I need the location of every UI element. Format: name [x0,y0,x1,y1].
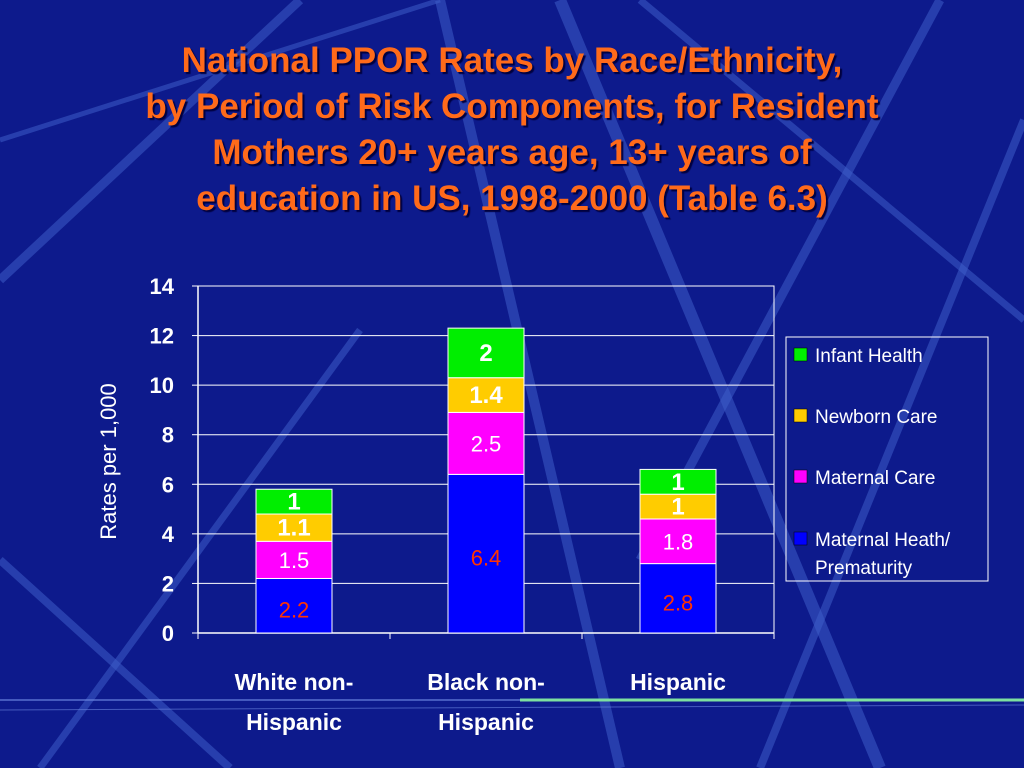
y-tick-label: 12 [150,324,174,349]
data-label: 1 [671,494,684,521]
y-tick-label: 2 [162,571,174,596]
legend-label: Infant Health [815,346,923,367]
title-line-1: National PPOR Rates by Race/Ethnicity, [181,41,843,80]
y-tick-label: 10 [150,373,174,398]
title-line-3: Mothers 20+ years age, 13+ years of [212,133,812,172]
bar-segment [255,577,333,634]
data-label: 2 [479,340,492,367]
data-label: 1 [287,489,300,516]
legend-label: Maternal Heath/ [815,530,951,551]
legend-swatch [793,408,808,423]
title-line-2: by Period of Risk Components, for Reside… [145,87,879,126]
bar-segment [447,473,525,634]
y-tick-label: 6 [162,472,174,497]
data-label: 6.4 [471,546,502,571]
legend-label: Prematurity [815,558,913,579]
category-label: White non- [235,669,354,695]
bar-segment [639,563,717,634]
data-label: 1.8 [663,529,694,554]
bar-segment [639,468,717,495]
bar-segment [447,411,525,475]
bar-segment [639,493,717,520]
y-tick-label: 8 [162,423,174,448]
category-label: Hispanic [438,709,534,735]
bar-segment [447,327,525,379]
category-label: Hispanic [246,709,342,735]
bar-segment [255,488,333,515]
legend-swatch [793,531,808,546]
data-label: 2.8 [663,590,694,615]
data-label: 1.1 [277,515,310,542]
data-label: 1.5 [279,548,310,573]
bar-segment [255,513,333,542]
data-label: 1 [671,469,684,496]
data-label: 2.2 [279,598,310,623]
legend-swatch [793,347,808,362]
category-label: Hispanic [630,669,726,695]
legend-label: Maternal Care [815,468,935,489]
legend-label: Newborn Care [815,407,938,428]
data-label: 2.5 [471,431,502,456]
y-axis-label: Rates per 1,000 [96,383,121,540]
legend-swatch [793,469,808,484]
y-tick-label: 4 [162,522,175,547]
legend [785,336,989,582]
category-label: Black non- [427,669,545,695]
title-line-4: education in US, 1998-2000 (Table 6.3) [196,179,828,218]
y-tick-label: 14 [150,274,175,299]
slide-title: National PPOR Rates by Race/Ethnicity, b… [0,38,1024,222]
bar-segment [447,377,525,413]
bar-segment [639,518,717,565]
data-label: 1.4 [469,382,503,409]
y-tick-label: 0 [162,621,174,646]
